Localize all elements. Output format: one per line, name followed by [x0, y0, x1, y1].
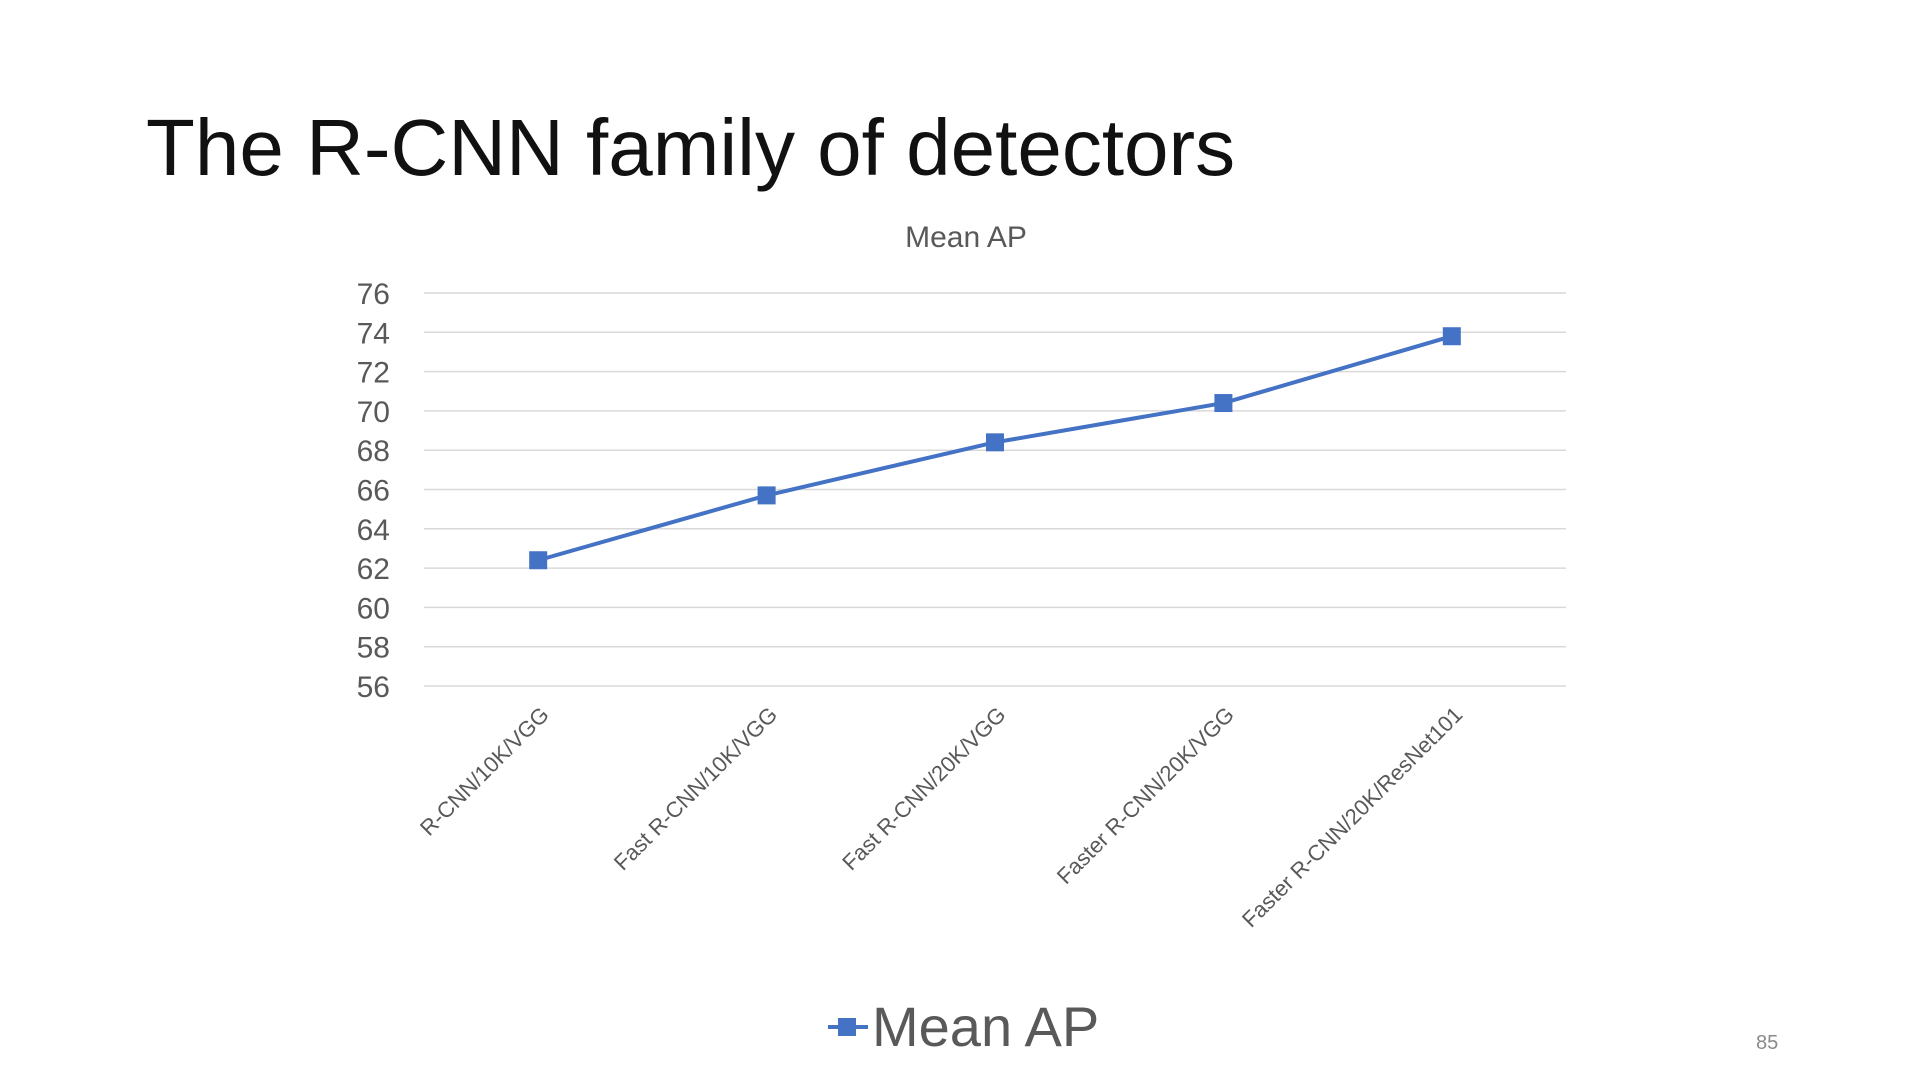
page-number: 85	[1756, 1032, 1779, 1054]
legend-label: Mean AP	[872, 995, 1099, 1058]
y-tick-label: 68	[357, 435, 390, 468]
data-point-marker	[1442, 327, 1461, 346]
data-point-marker	[529, 551, 548, 570]
y-tick-label: 64	[357, 514, 390, 547]
chart-title: Mean AP	[905, 221, 1027, 254]
y-tick-label: 76	[357, 278, 390, 311]
data-point-marker	[757, 486, 776, 505]
y-tick-label: 70	[357, 396, 390, 429]
x-tick-label: R-CNN/10K/VGG	[415, 702, 554, 841]
x-tick-label: Fast R-CNN/10K/VGG	[609, 702, 782, 875]
x-tick-label: Fast R-CNN/20K/VGG	[837, 702, 1010, 875]
y-tick-label: 60	[357, 592, 390, 625]
y-tick-label: 56	[357, 671, 390, 704]
x-tick-label: Faster R-CNN/20K/ResNet101	[1237, 702, 1467, 932]
y-tick-label: 58	[357, 632, 390, 665]
series-mean-ap	[529, 327, 1461, 570]
y-tick-label: 74	[357, 317, 390, 350]
legend-square-marker-icon	[838, 1018, 856, 1036]
slide-title: The R-CNN family of detectors	[146, 103, 1236, 192]
gridlines	[424, 292, 1566, 687]
chart-legend: Mean AP	[828, 995, 1099, 1058]
data-point-marker	[1214, 394, 1233, 413]
x-axis-tick-labels: R-CNN/10K/VGG Fast R-CNN/10K/VGG Fast R-CN…	[415, 702, 1467, 932]
x-tick-label: Faster R-CNN/20K/VGG	[1052, 702, 1239, 889]
y-tick-label: 62	[357, 553, 390, 586]
y-tick-label: 66	[357, 475, 390, 508]
y-axis-tick-labels: 56 58 60 62 64 66 68 70 72 74 76	[357, 278, 390, 704]
data-point-marker	[986, 433, 1004, 452]
y-tick-label: 72	[357, 357, 390, 390]
